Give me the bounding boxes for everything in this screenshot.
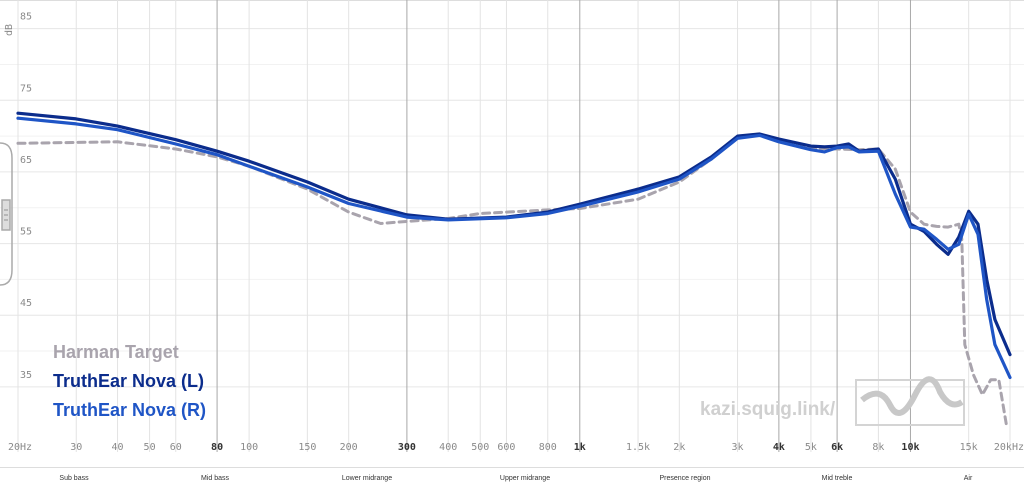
x-tick-label: 30 [70, 442, 82, 453]
y-tick-label: 75 [20, 83, 32, 94]
legend-entry: Harman Target [53, 342, 179, 362]
x-tick-label: 800 [539, 442, 557, 453]
legend-entry: TruthEar Nova (L) [53, 371, 204, 391]
region-label: Presence region [660, 475, 711, 482]
x-tick-label: 15k [960, 442, 978, 453]
x-tick-label: 400 [439, 442, 457, 453]
x-tick-label: 100 [240, 442, 258, 453]
y-tick-label: 85 [20, 12, 32, 23]
x-tick-label: 150 [298, 442, 316, 453]
x-tick-label: 20kHz [994, 442, 1024, 453]
region-label: Air [964, 475, 973, 482]
y-tick-label: 35 [20, 370, 32, 381]
y-tick-label: 65 [20, 155, 32, 166]
region-label: Mid bass [201, 475, 230, 482]
logo [855, 376, 965, 426]
x-tick-label: 3k [732, 442, 744, 453]
x-tick-label: 40 [112, 442, 124, 453]
x-tick-label: 300 [398, 442, 416, 453]
x-tick-label: 500 [471, 442, 489, 453]
x-tick-label: 10k [901, 442, 919, 453]
y-axis-label: dB [4, 24, 15, 36]
resize-handle[interactable] [0, 142, 13, 286]
x-tick-label: 1k [574, 442, 586, 453]
region-label: Sub bass [59, 475, 89, 482]
x-tick-label: 600 [497, 442, 515, 453]
series-line [16, 116, 1012, 380]
x-tick-label: 80 [211, 442, 223, 453]
y-tick-label: 45 [20, 298, 32, 309]
watermark: kazi.squig.link/ [700, 399, 836, 420]
x-tick-label: 5k [805, 442, 817, 453]
y-tick-label: 55 [20, 227, 32, 238]
x-tick-label: 1.5k [626, 442, 650, 453]
x-tick-label: 4k [773, 442, 785, 453]
x-tick-label: 50 [144, 442, 156, 453]
plot [16, 111, 1012, 427]
series-line [16, 111, 1012, 357]
x-tick-label: 8k [872, 442, 884, 453]
x-tick-label: 200 [340, 442, 358, 453]
x-tick-label: 20Hz [8, 442, 32, 453]
region-label: Lower midrange [342, 475, 392, 482]
x-tick-label: 6k [831, 442, 843, 453]
x-tick-label: 60 [170, 442, 182, 453]
legend-entry: TruthEar Nova (R) [53, 400, 206, 420]
x-tick-label: 2k [673, 442, 685, 453]
region-label: Upper midrange [500, 475, 550, 482]
region-label: Mid treble [822, 475, 853, 482]
